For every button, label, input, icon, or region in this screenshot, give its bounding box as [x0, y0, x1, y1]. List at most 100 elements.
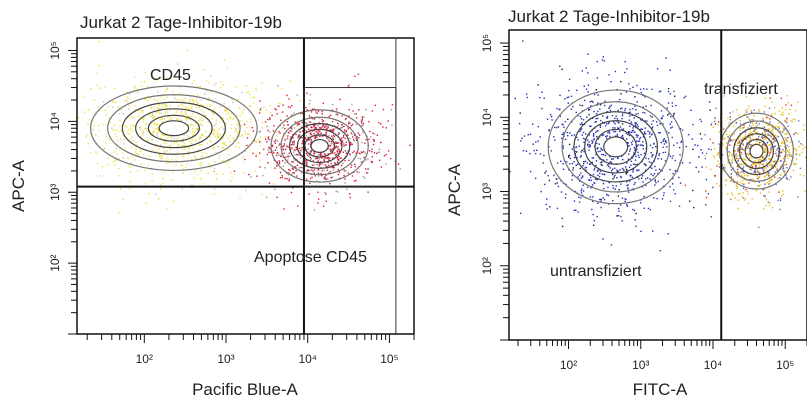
event-dot	[621, 113, 624, 115]
event-dot	[305, 159, 307, 162]
event-dot	[759, 192, 762, 194]
event-dot	[777, 122, 780, 125]
event-dot	[782, 131, 784, 133]
event-dot	[601, 153, 603, 156]
event-dot	[764, 131, 766, 133]
event-dot	[770, 147, 772, 149]
event-dot	[252, 97, 254, 99]
event-dot	[672, 177, 674, 180]
event-dot	[609, 132, 611, 134]
event-dot	[746, 142, 748, 144]
event-dot	[327, 148, 329, 150]
event-dot	[545, 170, 547, 172]
event-dot	[175, 159, 177, 162]
event-dot	[184, 97, 186, 99]
event-dot	[155, 80, 157, 83]
event-dot	[188, 147, 190, 150]
event-dot	[766, 165, 769, 168]
event-dot	[294, 121, 296, 123]
event-dot	[758, 143, 760, 145]
event-dot	[573, 156, 576, 159]
event-dot	[350, 141, 352, 144]
event-dot	[139, 128, 142, 131]
event-dot	[564, 138, 567, 141]
event-dot	[155, 127, 157, 130]
event-dot	[588, 179, 590, 181]
event-dot	[597, 174, 599, 176]
event-dot	[622, 137, 624, 139]
event-dot	[117, 139, 119, 141]
event-dot	[522, 150, 525, 152]
event-dot	[168, 136, 171, 138]
event-dot	[332, 138, 334, 140]
event-dot	[142, 154, 144, 156]
event-dot	[289, 130, 291, 132]
panel-2-x-axis-label: FITC-A	[633, 380, 688, 399]
event-dot	[315, 180, 318, 182]
event-dot	[580, 172, 582, 174]
event-dot	[545, 203, 547, 206]
event-dot	[724, 167, 726, 169]
event-dot	[150, 122, 153, 124]
event-dot	[199, 163, 201, 165]
event-dot	[730, 180, 732, 182]
event-dot	[237, 123, 239, 125]
event-dot	[122, 157, 124, 159]
event-dot	[344, 182, 346, 184]
event-dot	[305, 125, 308, 128]
event-dot	[771, 130, 773, 132]
event-dot	[317, 169, 319, 171]
event-dot	[637, 151, 639, 154]
event-dot	[652, 120, 654, 122]
event-dot	[95, 113, 97, 116]
event-dot	[786, 155, 789, 157]
event-dot	[318, 162, 320, 165]
event-dot	[132, 125, 135, 127]
event-dot	[595, 121, 597, 123]
event-dot	[607, 122, 610, 125]
event-dot	[279, 143, 281, 145]
event-dot	[514, 97, 516, 100]
event-dot	[195, 157, 197, 159]
event-dot	[357, 73, 360, 75]
event-dot	[568, 89, 570, 92]
event-dot	[329, 182, 331, 185]
event-dot	[532, 143, 534, 145]
event-dot	[617, 215, 620, 217]
event-dot	[245, 127, 248, 129]
event-dot	[233, 118, 235, 120]
event-dot	[758, 226, 760, 228]
event-dot	[111, 106, 114, 108]
event-dot	[154, 193, 157, 195]
event-dot	[758, 181, 760, 183]
event-dot	[751, 178, 754, 180]
event-dot	[296, 124, 298, 127]
event-dot	[743, 158, 745, 160]
event-dot	[625, 172, 628, 175]
event-dot	[360, 161, 362, 163]
event-dot	[782, 148, 784, 151]
event-dot	[113, 160, 115, 163]
event-dot	[768, 183, 770, 185]
event-dot	[614, 130, 617, 133]
event-dot	[164, 103, 166, 106]
event-dot	[746, 147, 749, 149]
event-dot	[330, 163, 332, 165]
event-dot	[734, 144, 736, 146]
event-dot	[539, 153, 542, 155]
event-dot	[342, 136, 345, 138]
event-dot	[286, 137, 289, 140]
event-dot	[69, 129, 70, 130]
event-dot	[336, 113, 339, 115]
event-dot	[642, 145, 644, 147]
event-dot	[75, 133, 76, 134]
event-dot	[331, 150, 333, 152]
event-dot	[169, 145, 171, 147]
event-dot	[591, 117, 594, 119]
event-dot	[234, 86, 237, 88]
event-dot	[228, 112, 230, 114]
event-dot	[627, 158, 630, 160]
event-dot	[732, 156, 734, 159]
event-dot	[266, 141, 268, 143]
event-dot	[714, 117, 716, 119]
